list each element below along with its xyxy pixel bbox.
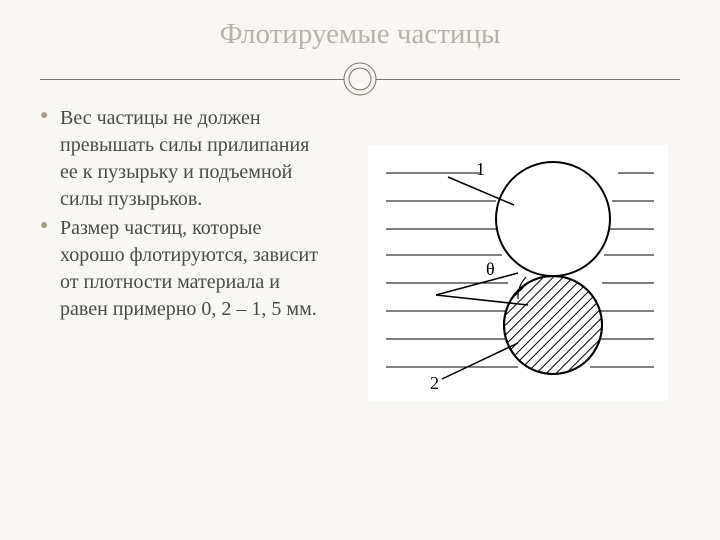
diagram-column: 1 θ 2: [356, 105, 680, 401]
list-item: Вес частицы не должен превышать силы при…: [40, 105, 330, 213]
page-title: Флотируемые частицы: [40, 18, 680, 51]
leader-2: [442, 343, 518, 379]
label-1: 1: [476, 159, 485, 179]
slide: Флотируемые частицы Вес частицы не долже…: [0, 0, 720, 540]
flotation-diagram: 1 θ 2: [368, 145, 668, 401]
bubble-circle: [496, 162, 610, 276]
label-theta: θ: [486, 259, 495, 279]
label-2: 2: [430, 373, 439, 393]
diagram-svg: 1 θ 2: [368, 145, 668, 401]
ring-icon: [341, 60, 379, 98]
contact-leader-a: [436, 273, 518, 295]
text-column: Вес частицы не должен превышать силы при…: [40, 105, 330, 325]
title-divider: [40, 61, 680, 101]
list-item: Размер частиц, которые хорошо флотируютс…: [40, 215, 330, 323]
bullet-list: Вес частицы не должен превышать силы при…: [40, 105, 330, 323]
content-row: Вес частицы не должен превышать силы при…: [40, 105, 680, 401]
